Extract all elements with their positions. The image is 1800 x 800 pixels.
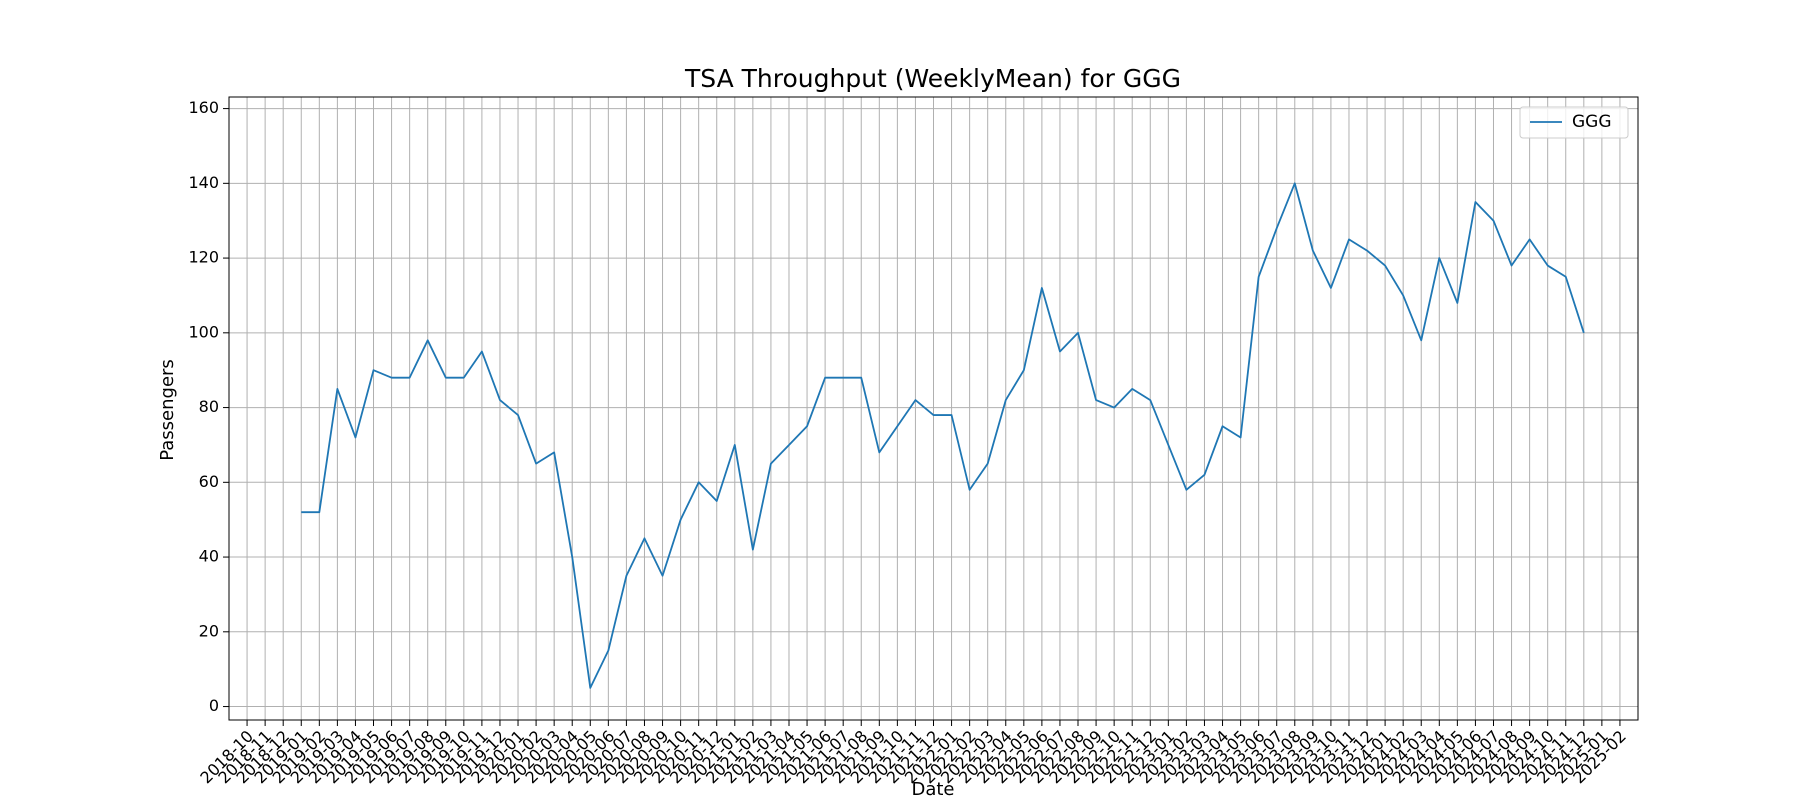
y-tick-label: 100 (188, 322, 219, 341)
y-tick-label: 120 (188, 248, 219, 267)
y-tick-label: 80 (199, 397, 219, 416)
y-tick-label: 20 (199, 621, 219, 640)
legend-box (1519, 106, 1629, 139)
data-line (301, 182, 1585, 689)
plot-frame (228, 96, 1639, 721)
y-tick-label: 140 (188, 173, 219, 192)
y-tick-label: 40 (199, 547, 219, 566)
y-tick-label: 160 (188, 98, 219, 117)
y-axis-label: Passengers (157, 359, 178, 461)
x-axis-label: Date (911, 779, 954, 800)
y-tick-label: 0 (209, 696, 219, 715)
y-tick-label: 60 (199, 472, 219, 491)
legend-label: GGG (1572, 112, 1612, 132)
chart-title: TSA Throughput (WeeklyMean) for GGG (684, 64, 1181, 93)
